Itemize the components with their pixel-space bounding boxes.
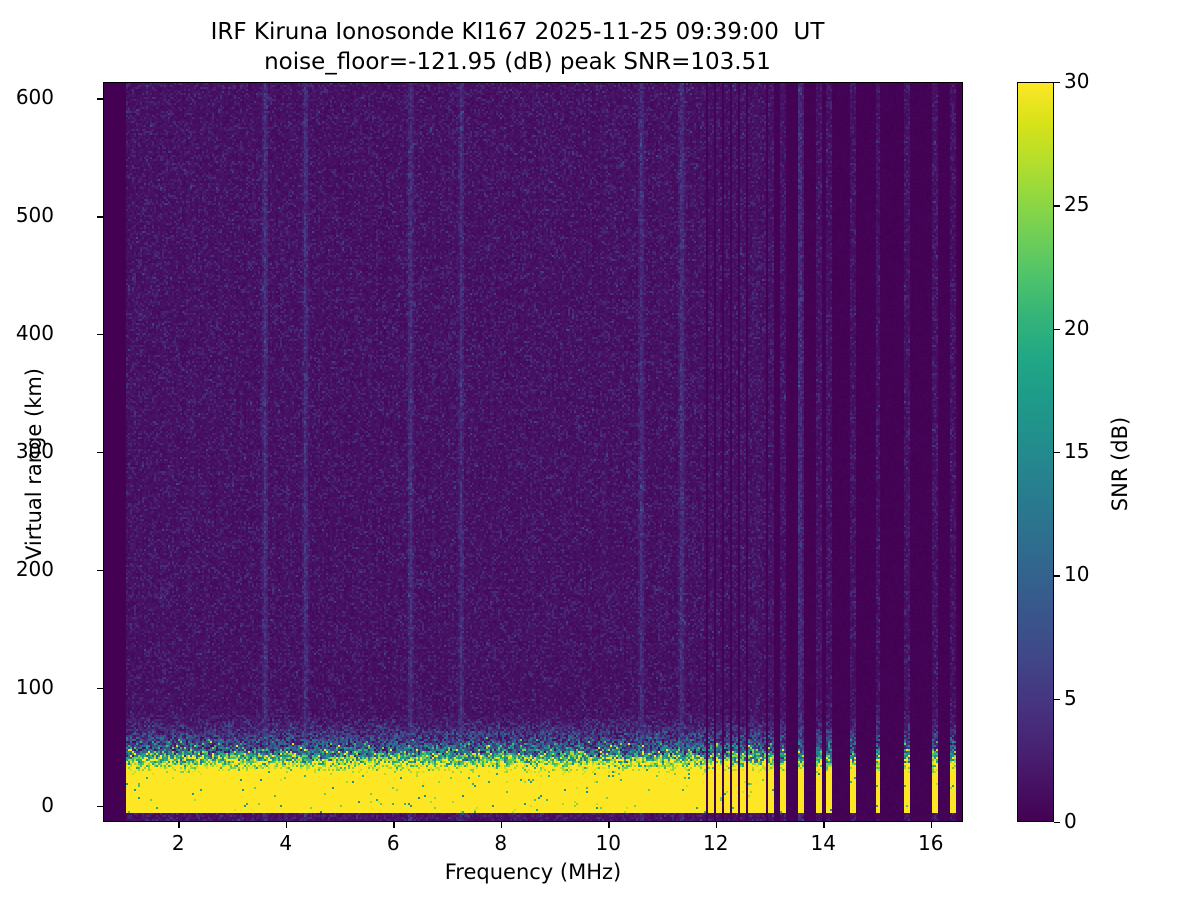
x-tick-16 — [930, 822, 933, 828]
title-line-1: IRF Kiruna Ionosonde KI167 2025-11-25 09… — [210, 19, 825, 45]
y-tick-100 — [97, 687, 103, 689]
colorbar-tick-5 — [1054, 698, 1060, 700]
x-tick-4 — [285, 822, 288, 828]
x-tick-10 — [608, 822, 610, 828]
y-tick-600 — [97, 98, 103, 100]
x-ticklabel-14: 14 — [810, 831, 836, 855]
y-ticklabel-600: 600 — [15, 85, 54, 110]
colorbar-tick-25 — [1054, 205, 1060, 207]
y-ticklabel-500: 500 — [15, 203, 54, 228]
x-ticklabel-12: 12 — [703, 831, 729, 855]
y-tick-200 — [97, 569, 103, 572]
x-ticklabel-4: 4 — [279, 831, 293, 855]
colorbar-gradient — [1018, 83, 1053, 821]
colorbar-ticklabel-25: 25 — [1064, 192, 1090, 217]
colorbar-ticklabel-5: 5 — [1064, 685, 1077, 710]
y-tick-400 — [97, 334, 103, 336]
colorbar-ticklabel-20: 20 — [1064, 315, 1090, 340]
x-tick-2 — [178, 822, 180, 828]
colorbar-ticklabel-0: 0 — [1064, 809, 1077, 833]
y-ticklabel-100: 100 — [15, 674, 54, 699]
colorbar-tick-0 — [1054, 822, 1060, 824]
x-tick-12 — [715, 822, 718, 828]
y-tick-300 — [97, 452, 103, 454]
title-line-2: noise_floor=-121.95 (dB) peak SNR=103.51 — [264, 48, 771, 75]
x-ticklabel-8: 8 — [494, 831, 508, 855]
x-ticklabel-2: 2 — [171, 831, 185, 855]
figure-title: IRF Kiruna Ionosonde KI167 2025-11-25 09… — [0, 18, 1035, 78]
y-ticklabel-300: 300 — [15, 439, 54, 463]
x-ticklabel-16: 16 — [918, 831, 944, 855]
x-tick-6 — [393, 822, 395, 828]
x-axis-label: Frequency (MHz) — [444, 860, 622, 884]
colorbar-tick-15 — [1054, 452, 1060, 454]
x-tick-8 — [500, 822, 503, 828]
colorbar-ticklabel-30: 30 — [1064, 69, 1090, 93]
ionogram-plot-area — [103, 82, 963, 822]
colorbar-ticklabel-15: 15 — [1064, 439, 1090, 463]
y-tick-0 — [97, 805, 103, 807]
colorbar-ticklabel-10: 10 — [1064, 562, 1090, 587]
colorbar-tick-20 — [1054, 328, 1060, 330]
x-ticklabel-10: 10 — [595, 831, 621, 855]
colorbar-tick-10 — [1054, 575, 1060, 577]
y-axis-label: Virtual range (km) — [22, 367, 46, 561]
ionogram-heatmap — [104, 83, 962, 821]
colorbar-label: SNR (dB) — [1108, 416, 1132, 512]
y-tick-500 — [97, 216, 103, 218]
x-ticklabel-6: 6 — [386, 831, 400, 855]
y-ticklabel-400: 400 — [15, 321, 54, 346]
colorbar-tick-30 — [1054, 82, 1060, 84]
colorbar — [1017, 82, 1054, 822]
x-tick-14 — [823, 822, 825, 828]
y-ticklabel-0: 0 — [41, 792, 54, 817]
y-ticklabel-200: 200 — [15, 556, 54, 581]
